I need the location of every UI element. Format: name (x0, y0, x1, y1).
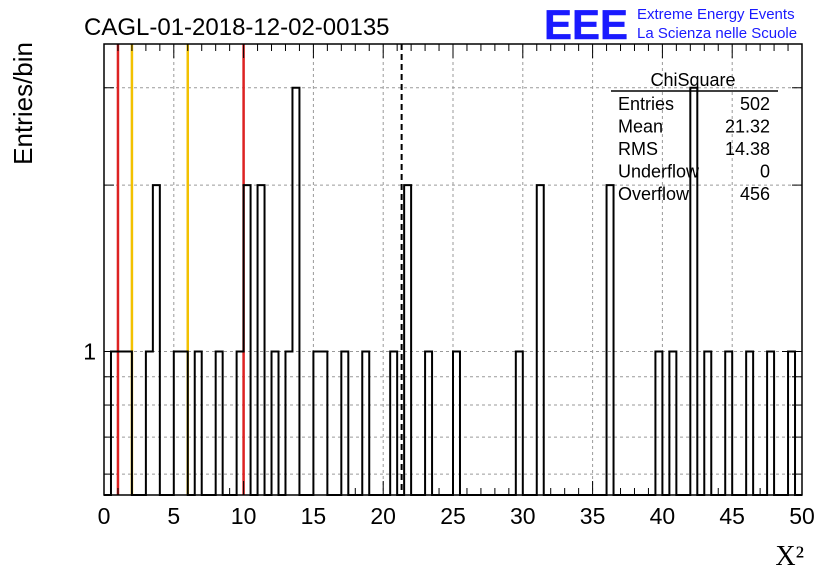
eee-logo: EEE Extreme Energy Events La Scienza nel… (544, 1, 797, 49)
stats-title: ChiSquare (650, 70, 735, 90)
stats-box: ChiSquare Entries 502 Mean 21.32 RMS 14.38 Und… (611, 70, 778, 204)
x-tick-label: 45 (719, 503, 745, 529)
stats-value: 502 (740, 94, 770, 114)
histogram-bin (669, 351, 676, 495)
histogram-bin (313, 351, 320, 495)
stats-value: 456 (740, 184, 770, 204)
histogram-bin (537, 185, 544, 495)
stats-label: Underflow (618, 162, 700, 182)
x-tick-label: 40 (650, 503, 676, 529)
histogram-outline (104, 86, 802, 496)
histogram-bin (153, 185, 160, 495)
histogram-bin (181, 351, 188, 495)
histogram-line (104, 86, 802, 496)
x-tick-label: 20 (370, 503, 396, 529)
stats-value: 14.38 (725, 139, 770, 159)
x-tick-label: 15 (301, 503, 327, 529)
eee-logo-line2: La Scienza nelle Scuole (637, 25, 797, 42)
histogram-bin (690, 88, 697, 495)
histogram-bin (174, 351, 181, 495)
histogram-bin (767, 351, 774, 495)
histogram-bin (453, 351, 460, 495)
histogram-bin (746, 351, 753, 495)
y-tick-label: 1 (83, 338, 96, 364)
stats-label: Entries (618, 94, 674, 114)
histogram-bin (146, 351, 153, 495)
x-tick-label: 25 (440, 503, 466, 529)
x-tick-label: 10 (231, 503, 257, 529)
x-tick-label: 5 (167, 503, 180, 529)
histogram-bin (118, 351, 125, 495)
histogram-bin (125, 351, 132, 495)
histogram-bin (111, 351, 118, 495)
histogram-bin (788, 351, 795, 495)
eee-logo-mark: EEE (544, 1, 628, 48)
stats-value: 21.32 (725, 117, 770, 137)
x-tick-label: 35 (580, 503, 606, 529)
chart-title: CAGL-01-2018-12-02-00135 (84, 14, 390, 41)
stats-value: 0 (760, 162, 770, 182)
x-tick-label: 50 (789, 503, 815, 529)
histogram-bin (244, 185, 251, 495)
x-axis-ticks: 0 5 10 15 20 25 30 35 40 45 50 (98, 44, 815, 529)
histogram-bin (216, 351, 223, 495)
histogram-bin (272, 351, 279, 495)
histogram-bin (425, 351, 432, 495)
histogram-bin (390, 351, 397, 495)
histogram-bin (285, 351, 292, 495)
histogram-bin (655, 351, 662, 495)
histogram-bin (258, 185, 265, 495)
x-tick-label: 30 (510, 503, 536, 529)
x-tick-label: 0 (98, 503, 111, 529)
histogram-bin (341, 351, 348, 495)
histogram-bin (516, 351, 523, 495)
histogram-bin (607, 185, 614, 495)
histogram-bin (362, 351, 369, 495)
stats-rows: Entries 502 Mean 21.32 RMS 14.38 Underflow 0 Ove… (618, 94, 770, 204)
histogram-bin (404, 185, 411, 495)
histogram-bin (704, 351, 711, 495)
histogram-bin (292, 88, 299, 495)
y-axis-ticks: 1 (83, 87, 802, 475)
stats-label: Overflow (618, 184, 690, 204)
eee-logo-line1: Extreme Energy Events (637, 6, 795, 23)
stats-label: Mean (618, 117, 663, 137)
stats-label: RMS (618, 139, 658, 159)
histogram-bin (320, 351, 327, 495)
histogram-bin (237, 351, 244, 495)
x-axis-label: X² (775, 541, 804, 572)
histogram-bin (195, 351, 202, 495)
y-axis-label: Entries/bin (8, 42, 38, 165)
histogram-bin (725, 351, 732, 495)
